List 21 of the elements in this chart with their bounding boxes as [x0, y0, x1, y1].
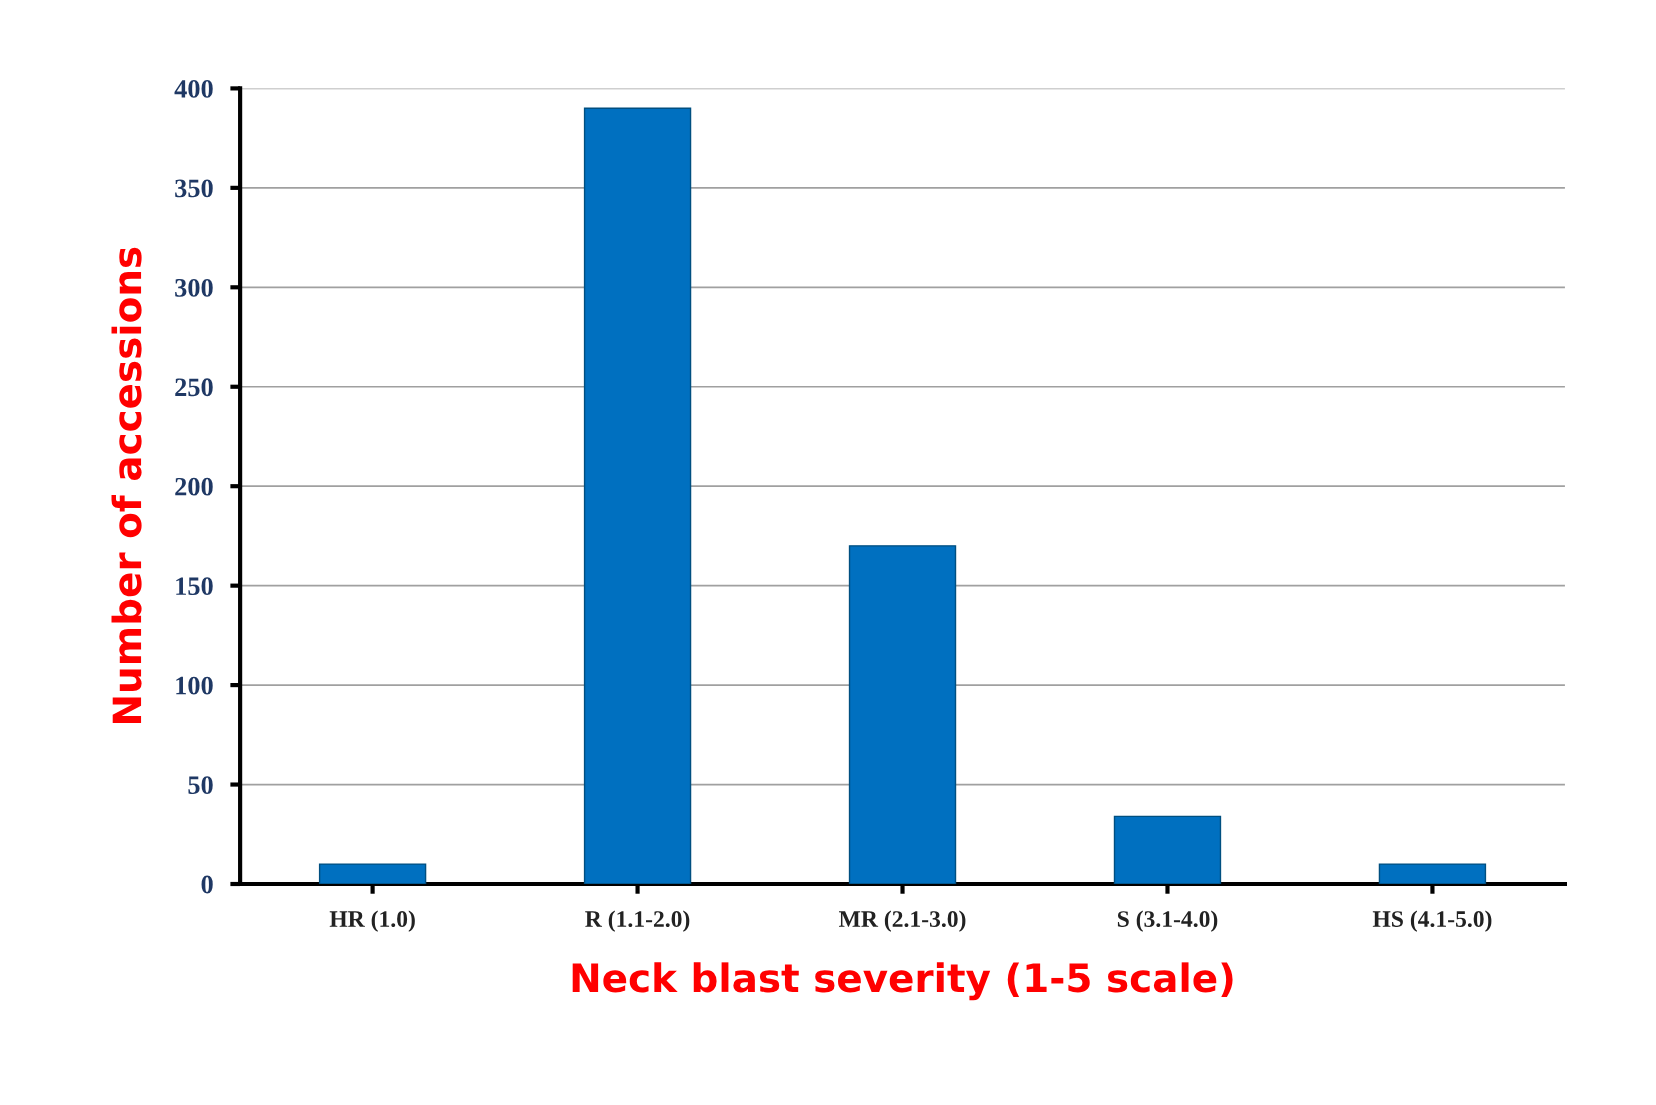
y-tick-label: 400	[174, 80, 213, 98]
bar	[848, 545, 957, 884]
x-tick-label: R (1.1-2.0)	[585, 910, 690, 932]
x-tick-label: S (3.1-4.0)	[1117, 910, 1218, 932]
bar	[1378, 863, 1487, 884]
x-axis-title: Neck blast severity (1-5 scale)	[572, 962, 1233, 1001]
y-tick-label: 300	[175, 278, 213, 297]
y-tick-label: 100	[176, 676, 213, 695]
y-tick-label: 0	[201, 875, 213, 894]
bar	[318, 863, 427, 884]
y-tick-label: 200	[175, 477, 213, 496]
x-tick-label: MR (2.1-3.0)	[839, 910, 966, 932]
bar	[583, 107, 692, 884]
y-tick-label: 50	[188, 776, 213, 794]
y-tick-label: 250	[175, 378, 213, 397]
y-tick-label: 350	[175, 179, 213, 198]
bar	[1113, 815, 1222, 884]
y-axis-title: Number of accessions	[111, 247, 142, 723]
x-tick-label: HR (1.0)	[329, 910, 415, 932]
x-tick-label: HS (4.1-5.0)	[1372, 910, 1492, 932]
y-tick-label: 150	[176, 577, 213, 596]
